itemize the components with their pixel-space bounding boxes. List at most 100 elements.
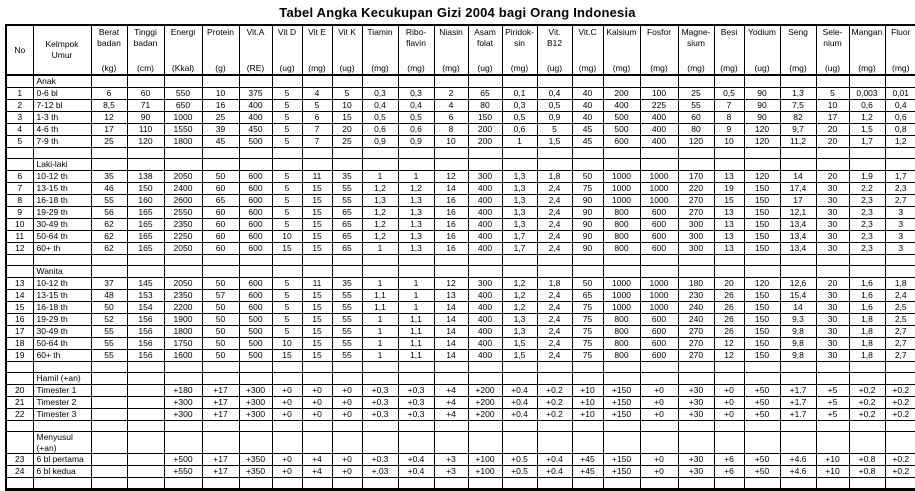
cell-riboflavin	[397, 265, 435, 278]
cell-yodium: +50	[743, 465, 781, 478]
cell-berat-badan: 55	[90, 194, 128, 207]
cell-asam-folat: 400	[467, 325, 503, 338]
cell-no: 21	[5, 396, 34, 409]
cell-vit-a: 600	[238, 206, 273, 219]
cell-riboflavin: 0,6	[397, 123, 435, 136]
cell-tiamin: 1	[361, 277, 399, 290]
cell-asam-folat: 400	[467, 301, 503, 314]
section-row: Laki-laki	[5, 158, 915, 171]
cell-riboflavin	[397, 74, 435, 88]
cell-fluor	[884, 254, 915, 266]
cell-vit-c: 40	[571, 111, 604, 124]
cell-seng: 14	[779, 170, 817, 183]
column-header-vit-e: Vit E (mg)	[301, 24, 333, 76]
cell-selenium: 30	[815, 182, 850, 195]
cell-besi: 26	[713, 325, 745, 338]
cell-kalsium	[602, 477, 641, 490]
cell-seng: +1.7	[779, 408, 817, 421]
cell-vit-k: 15	[331, 111, 363, 124]
cell-seng	[779, 431, 817, 454]
cell-fosfor: 100	[639, 87, 679, 100]
cell-vit-e	[301, 372, 333, 385]
cell-vit-c: +10	[571, 384, 604, 397]
cell-energi: 2350	[163, 289, 203, 302]
cell-yodium: 90	[743, 111, 781, 124]
cell-piridoksin: 0,5	[501, 111, 538, 124]
cell-vit-b12: 2,4	[536, 313, 573, 326]
table-row: 18 50-64 th 55 156 1750 50 500 10 15 55 1 1,1 14 400 1…	[5, 337, 915, 350]
cell-tiamin: 1	[361, 170, 399, 183]
cell-tinggi-badan: 71	[126, 99, 165, 112]
cell-berat-badan: 55	[90, 349, 128, 362]
cell-tinggi-badan	[126, 384, 165, 397]
cell-mangan: 2,3	[848, 206, 886, 219]
cell-vit-e: 15	[301, 337, 333, 350]
column-header-vit-k: Vit K (ug)	[331, 24, 363, 76]
cell-tinggi-badan	[126, 396, 165, 409]
cell-niasin: +4	[433, 408, 469, 421]
cell-vit-a: 500	[238, 337, 273, 350]
cell-selenium	[815, 372, 850, 385]
cell-selenium: 20	[815, 170, 850, 183]
cell-fluor: 0,6	[884, 111, 915, 124]
cell-no: 22	[5, 408, 34, 421]
cell-vit-e	[301, 420, 333, 432]
cell-besi: 0,5	[713, 87, 745, 100]
cell-asam-folat	[467, 372, 503, 385]
cell-no: 13	[5, 277, 34, 290]
cell-vit-e	[301, 147, 333, 159]
cell-magnesium: 240	[677, 301, 715, 314]
cell-seng: 14	[779, 301, 817, 314]
cell-vit-e: 15	[301, 301, 333, 314]
cell-energi	[163, 431, 203, 454]
table-row: 4 4-6 th 17 110 1550 39 450 5 7 20 0,6 0,6 8 200 0,6 5 4…	[5, 123, 915, 136]
cell-vit-d: 10	[271, 230, 303, 243]
cell-fluor	[884, 361, 915, 373]
cell-piridoksin: 1,3	[501, 194, 538, 207]
cell-vit-d: 5	[271, 289, 303, 302]
cell-mangan: 2,3	[848, 194, 886, 207]
cell-fluor: 3	[884, 218, 915, 231]
cell-selenium: +5	[815, 408, 850, 421]
header-row: No Kelmpok Umur Berat badan (kg) Tinggi bada…	[5, 24, 915, 76]
cell-besi: 20	[713, 277, 745, 290]
cell-berat-badan: 62	[90, 218, 128, 231]
cell-magnesium: +30	[677, 408, 715, 421]
cell-energi: 1000	[163, 111, 203, 124]
cell-fosfor: +0	[639, 396, 679, 409]
cell-berat-badan: 37	[90, 277, 128, 290]
cell-fosfor: 600	[639, 242, 679, 255]
cell-besi	[713, 420, 745, 432]
cell-vit-c: 90	[571, 218, 604, 231]
cell-selenium	[815, 361, 850, 373]
cell-magnesium: 170	[677, 170, 715, 183]
cell-fluor: 2,3	[884, 182, 915, 195]
cell-magnesium: +30	[677, 384, 715, 397]
cell-mangan: 1,6	[848, 289, 886, 302]
cell-selenium: 20	[815, 135, 850, 148]
cell-kalsium: 800	[602, 349, 641, 362]
cell-vit-b12: 2,4	[536, 289, 573, 302]
cell-piridoksin: +0.5	[501, 465, 538, 478]
cell-besi: 9	[713, 123, 745, 136]
cell-berat-badan	[90, 396, 128, 409]
cell-piridoksin: 0,3	[501, 99, 538, 112]
cell-vit-c	[571, 477, 604, 490]
cell-vit-e: 15	[301, 349, 333, 362]
cell-mangan: +0.8	[848, 465, 886, 478]
cell-tinggi-badan: 165	[126, 206, 165, 219]
cell-vit-c	[571, 147, 604, 159]
cell-vit-a: 600	[238, 301, 273, 314]
cell-selenium: +5	[815, 384, 850, 397]
cell-fluor: 2,5	[884, 301, 915, 314]
cell-tinggi-badan	[126, 372, 165, 385]
cell-kelompok-umur: 50-64 th	[32, 337, 92, 350]
cell-kelompok-umur: 7-9 th	[32, 135, 92, 148]
cell-protein: 50	[201, 170, 240, 183]
cell-riboflavin: 1,3	[397, 218, 435, 231]
cell-seng: 82	[779, 111, 817, 124]
cell-tinggi-badan: 145	[126, 277, 165, 290]
cell-protein: 57	[201, 289, 240, 302]
cell-seng: 9,8	[779, 337, 817, 350]
cell-vit-b12: 0,4	[536, 87, 573, 100]
